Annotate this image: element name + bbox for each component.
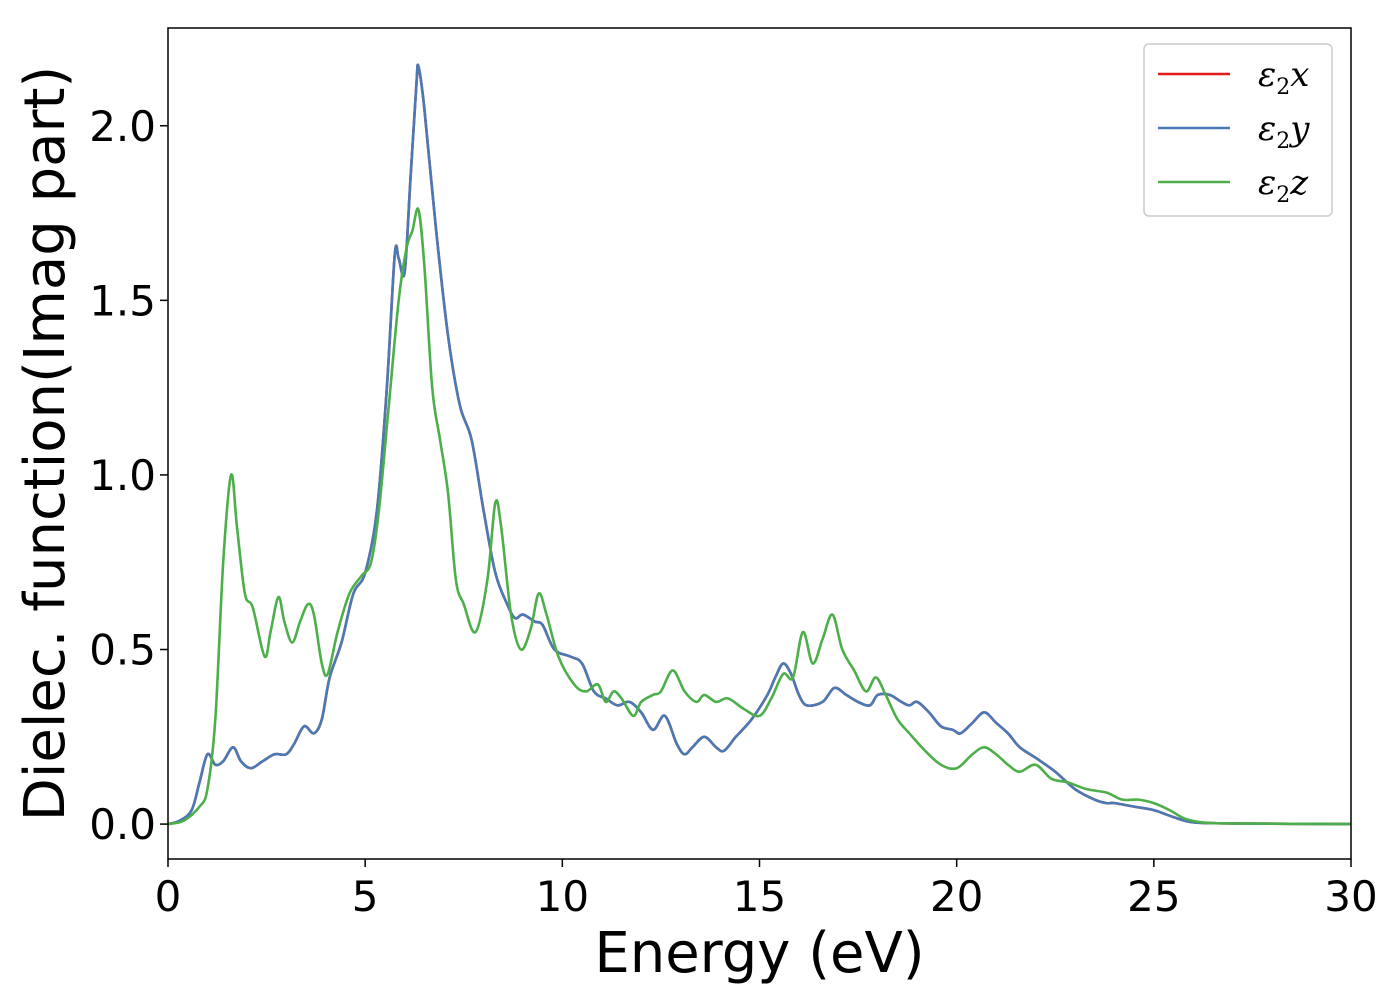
legend-label-y: ε2y — [1258, 109, 1310, 154]
legend-subscript: 2 — [1276, 129, 1290, 154]
y-axis-title: Dielec. function(Imag part) — [13, 66, 78, 822]
x-tick-label: 10 — [536, 872, 589, 921]
plot-area — [168, 63, 1351, 826]
x-axis-title: Energy (eV) — [594, 921, 924, 986]
y-tick-label: 1.0 — [89, 451, 156, 500]
legend-subscript: 2 — [1276, 183, 1290, 208]
x-tick-label: 20 — [930, 872, 983, 921]
y-tick-label: 2.0 — [89, 102, 156, 151]
series-line-z — [168, 207, 1351, 826]
x-tick-label: 30 — [1324, 872, 1377, 921]
x-tick-label: 5 — [352, 872, 379, 921]
legend-component: y — [1288, 109, 1310, 149]
legend-component: x — [1290, 55, 1309, 95]
legend-symbol: ε — [1258, 55, 1276, 95]
y-tick-label: 1.5 — [89, 276, 156, 325]
y-tick-label: 0.0 — [89, 800, 156, 849]
plot-frame — [167, 27, 1352, 860]
x-tick-label: 25 — [1127, 872, 1180, 921]
legend-label-x: ε2x — [1258, 55, 1309, 100]
x-tick-label: 15 — [733, 872, 786, 921]
legend-component: z — [1289, 163, 1309, 203]
legend-subscript: 2 — [1276, 75, 1290, 100]
y-tick-label: 0.5 — [89, 626, 156, 675]
legend-symbol: ε — [1258, 109, 1276, 149]
axis-ticks: 0 5 10 15 20 25 30 0.0 0.5 1.0 1.5 2.0 — [89, 102, 1378, 921]
x-tick-label: 0 — [155, 872, 182, 921]
legend-box — [1143, 43, 1333, 217]
legend-symbol: ε — [1258, 163, 1276, 203]
legend-label-z: ε2z — [1258, 163, 1309, 208]
